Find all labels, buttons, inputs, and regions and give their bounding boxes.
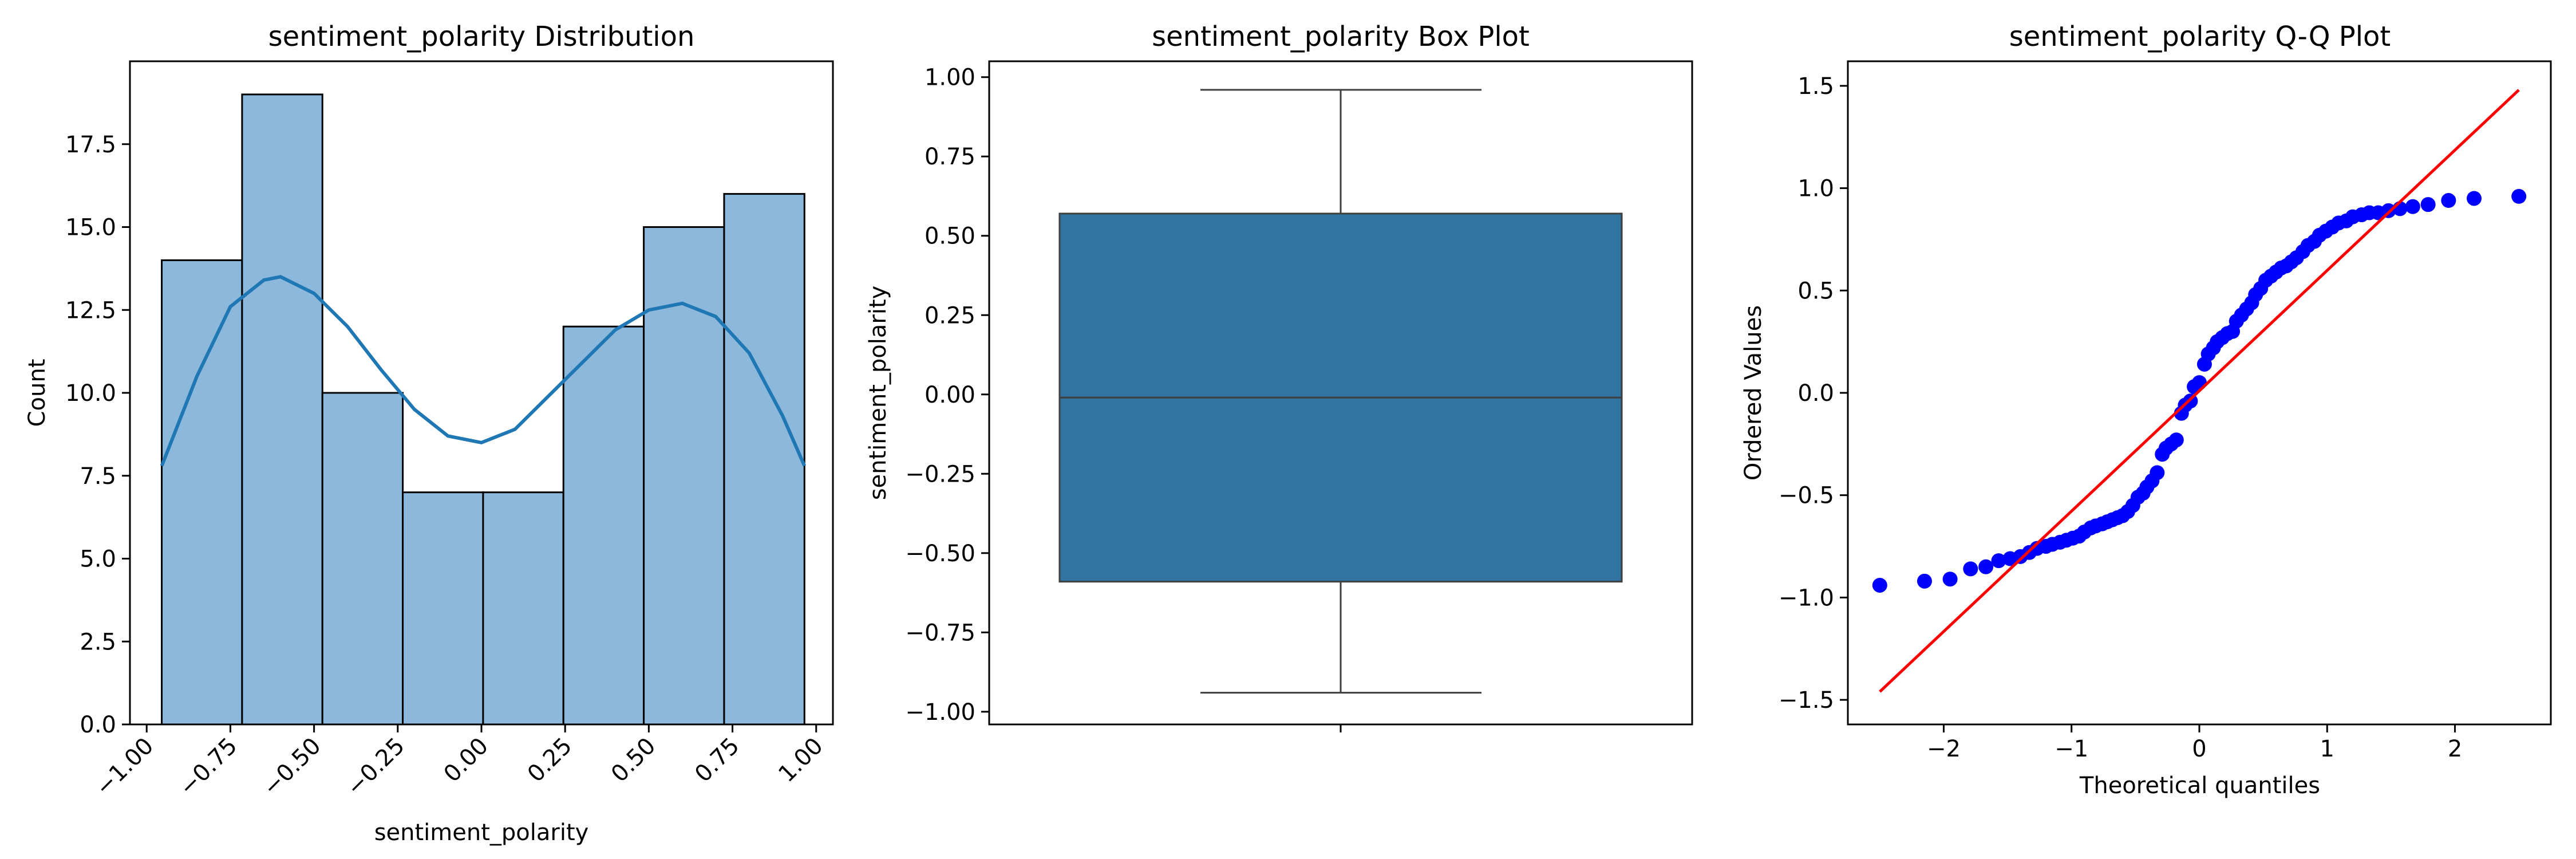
boxplot-title: sentiment_polarity Box Plot — [1152, 21, 1530, 53]
histogram-y-tick-label: 5.0 — [80, 546, 116, 573]
histogram-x-ticks: −1.00 −0.75 −0.50 −0.25 0.00 0.25 0.50 0.75 1.00 — [90, 724, 828, 801]
histogram-bar — [643, 226, 725, 726]
boxplot-y-label: sentiment_polarity — [865, 286, 891, 501]
boxplot-y-tick-label: 0.50 — [924, 223, 975, 250]
qq-title: sentiment_polarity Q-Q Plot — [2009, 21, 2391, 53]
qq-point — [1991, 553, 2006, 569]
histogram-bars — [161, 93, 805, 726]
histogram-x-tick-label: −0.50 — [258, 733, 326, 801]
boxplot-y-tick-label: 0.00 — [924, 382, 975, 408]
kde-curve — [160, 275, 807, 467]
histogram-bar — [161, 259, 243, 726]
boxplot-elements — [1058, 89, 1623, 694]
boxplot-y-tick-label: −0.50 — [905, 541, 975, 567]
histogram-x-tick-label: 0.50 — [606, 733, 661, 788]
qq-point — [2511, 188, 2527, 204]
qq-x-ticks: −2 −1 0 1 2 — [1927, 724, 2462, 762]
histogram-bar — [723, 193, 805, 726]
qq-points — [1872, 188, 2527, 593]
qq-x-tick-label: 0 — [2192, 736, 2206, 762]
boxplot-y-tick-label: 1.00 — [924, 65, 975, 91]
histogram-y-tick-label: 12.5 — [65, 297, 116, 324]
histogram-y-tick-label: 17.5 — [65, 132, 116, 158]
histogram-y-tick-label: 0.0 — [80, 712, 116, 738]
histogram-x-tick-label: −0.25 — [342, 733, 410, 801]
qq-x-tick-label: 1 — [2320, 736, 2334, 762]
qq-x-tick-label: −2 — [1927, 736, 1961, 762]
histogram-x-tick-label: −0.75 — [174, 733, 242, 801]
qq-panel: sentiment_polarity Q-Q Plot −2 −1 0 1 2 −1.5… — [1740, 21, 2552, 799]
qq-fit-line — [1879, 89, 2520, 693]
histogram-y-tick-label: 10.0 — [65, 380, 116, 407]
qq-point — [2150, 465, 2165, 480]
qq-y-label: Ordered Values — [1740, 305, 1767, 480]
qq-point — [2467, 191, 2482, 206]
qq-y-tick-label: −1.0 — [1779, 585, 1834, 611]
qq-point — [1978, 559, 1994, 574]
histogram-y-tick-label: 7.5 — [80, 463, 116, 490]
qq-y-tick-label: 0.5 — [1797, 278, 1834, 304]
boxplot-y-tick-label: −1.00 — [905, 699, 975, 726]
qq-point — [1963, 561, 1978, 577]
histogram-panel: sentiment_polarity Distribution −1.00 −0.… — [24, 21, 834, 846]
histogram-y-ticks: 0.0 2.5 5.0 7.5 10.0 12.5 15.0 17.5 — [65, 132, 130, 738]
histogram-bar — [402, 491, 484, 726]
qq-y-tick-label: 0.0 — [1797, 380, 1834, 407]
qq-x-label: Theoretical quantiles — [2079, 773, 2320, 799]
qq-point — [2420, 197, 2436, 212]
qq-y-tick-label: 1.5 — [1797, 73, 1834, 100]
histogram-x-tick-label: −1.00 — [90, 733, 159, 801]
qq-x-tick-label: −1 — [2055, 736, 2088, 762]
qq-y-tick-label: −0.5 — [1779, 483, 1834, 509]
boxplot-y-tick-label: −0.25 — [905, 461, 975, 487]
qq-point — [1917, 573, 1932, 589]
histogram-x-tick-label: 1.00 — [773, 733, 828, 788]
qq-x-tick-label: 2 — [2448, 736, 2462, 762]
boxplot-panel: sentiment_polarity Box Plot −1.00 −0.75 −0… — [865, 21, 1693, 732]
histogram-bar — [241, 93, 323, 726]
histogram-bar — [562, 325, 645, 726]
histogram-bar — [482, 491, 564, 726]
histogram-x-tick-label: 0.75 — [690, 733, 745, 788]
boxplot-y-tick-label: 0.25 — [924, 302, 975, 329]
histogram-x-tick-label: 0.25 — [523, 733, 578, 788]
boxplot-y-ticks: −1.00 −0.75 −0.50 −0.25 0.00 0.25 0.50 0.75 1.00 — [905, 65, 989, 726]
qq-point — [2168, 432, 2184, 448]
boxplot-y-tick-label: 0.75 — [924, 144, 975, 170]
qq-y-tick-label: 1.0 — [1797, 176, 1834, 202]
histogram-x-label: sentiment_polarity — [374, 819, 589, 846]
qq-point — [2441, 193, 2456, 208]
histogram-x-tick-label: 0.00 — [439, 733, 494, 788]
histogram-y-label: Count — [24, 359, 50, 427]
qq-y-tick-label: −1.5 — [1779, 687, 1834, 714]
qq-y-ticks: −1.5 −1.0 −0.5 0.0 0.5 1.0 1.5 — [1779, 73, 1848, 714]
qq-point — [1942, 572, 1958, 587]
histogram-title: sentiment_polarity Distribution — [268, 21, 695, 53]
histogram-bar — [321, 392, 404, 726]
qq-point — [2405, 199, 2420, 214]
histogram-y-tick-label: 2.5 — [80, 629, 116, 655]
histogram-y-tick-label: 15.0 — [65, 215, 116, 241]
boxplot-y-tick-label: −0.75 — [905, 620, 975, 646]
qq-point — [1872, 577, 1887, 593]
